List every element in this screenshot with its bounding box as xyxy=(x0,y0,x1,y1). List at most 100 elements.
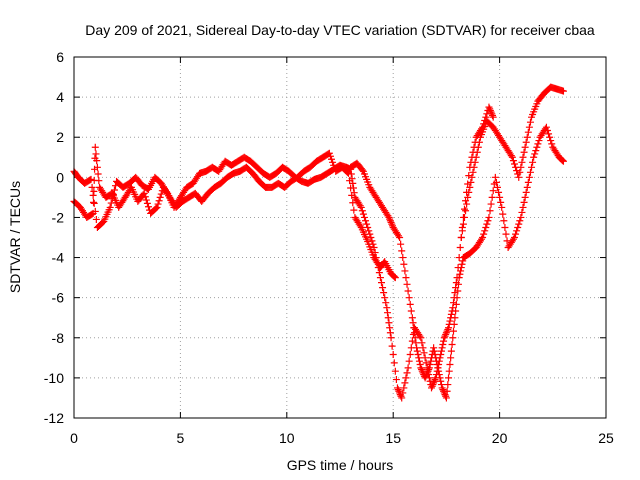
data-point-interp xyxy=(469,168,477,176)
data-point-interp xyxy=(92,150,100,158)
data-point-interp xyxy=(95,177,103,185)
data-point-interp xyxy=(415,357,423,365)
data-point-interp xyxy=(535,137,543,145)
data-point-interp xyxy=(482,223,490,231)
data-point-interp xyxy=(452,307,460,315)
data-point xyxy=(387,334,395,342)
data-point-interp xyxy=(422,359,430,367)
data-point-interp xyxy=(480,230,488,238)
data-point xyxy=(517,213,525,221)
data-point-interp xyxy=(468,173,476,181)
data-point-interp xyxy=(559,157,567,165)
data-point-interp xyxy=(432,354,440,362)
series-track-b xyxy=(70,103,497,402)
data-point-interp xyxy=(512,230,520,238)
data-point-interp xyxy=(458,260,466,268)
data-point-interp xyxy=(488,193,496,201)
data-point xyxy=(508,153,516,161)
data-point-interp xyxy=(548,140,556,148)
data-point-interp xyxy=(389,350,397,358)
y-tick-label: -2 xyxy=(52,209,65,225)
data-point xyxy=(470,163,478,171)
data-point-interp xyxy=(441,332,449,340)
data-point-interp xyxy=(526,118,534,126)
data-point-interp xyxy=(439,340,447,348)
data-point-interp xyxy=(422,372,430,380)
data-point-interp xyxy=(430,347,438,355)
data-point-interp xyxy=(446,361,454,369)
data-point-interp xyxy=(429,381,437,389)
data-point-interp xyxy=(486,207,494,215)
data-point-interp xyxy=(456,270,464,278)
data-point xyxy=(430,344,438,352)
data-point-interp xyxy=(358,207,366,215)
data-point xyxy=(421,374,429,382)
data-point-interp xyxy=(510,160,518,168)
data-point-interp xyxy=(368,237,376,245)
data-point xyxy=(106,203,114,211)
data-point-interp xyxy=(141,193,149,201)
data-point-interp xyxy=(163,188,171,196)
data-point-interp xyxy=(409,319,417,327)
data-point xyxy=(438,384,446,392)
data-point-interp xyxy=(108,195,116,203)
data-point-interp xyxy=(403,280,411,288)
data-point-interp xyxy=(453,294,461,302)
data-point-interp xyxy=(416,361,424,369)
data-point-interp xyxy=(543,127,551,135)
data-point-interp xyxy=(521,193,529,201)
grid xyxy=(74,57,606,418)
data-point-interp xyxy=(531,150,539,158)
data-point-interp xyxy=(489,187,497,195)
data-point xyxy=(91,143,99,151)
data-point-interp xyxy=(377,279,385,287)
data-point-interp xyxy=(430,379,438,387)
data-point-interp xyxy=(401,267,409,275)
data-point xyxy=(391,274,399,282)
data-point xyxy=(559,157,567,165)
data-point-interp xyxy=(90,198,98,206)
data-point-interp xyxy=(452,300,460,308)
data-point-interp xyxy=(326,152,334,160)
data-point-interp xyxy=(500,217,508,225)
data-point-interp xyxy=(444,381,452,389)
data-point-interp xyxy=(359,210,367,218)
y-tick-label: -10 xyxy=(44,370,64,386)
data-point-interp xyxy=(492,178,500,186)
data-point-interp xyxy=(445,374,453,382)
data-point-interp xyxy=(392,376,400,384)
data-point-interp xyxy=(363,220,371,228)
data-point-interp xyxy=(487,108,495,116)
data-point-interp xyxy=(558,156,566,164)
data-point xyxy=(455,274,463,282)
data-point-interp xyxy=(465,172,473,180)
data-point-interp xyxy=(157,190,165,198)
data-point-interp xyxy=(440,337,448,345)
data-point-interp xyxy=(516,217,524,225)
data-point-interp xyxy=(478,235,486,243)
data-point-interp xyxy=(405,357,413,365)
data-point-interp xyxy=(93,163,101,171)
data-point-interp xyxy=(516,168,524,176)
data-point-interp xyxy=(143,199,151,207)
data-point-interp xyxy=(349,184,357,192)
y-axis-label: SDTVAR / TECUs xyxy=(7,181,23,293)
y-tick-label: 4 xyxy=(56,89,64,105)
data-point-interp xyxy=(386,329,394,337)
data-point-interp xyxy=(90,187,98,195)
data-point-interp xyxy=(329,158,337,166)
data-point-interp xyxy=(399,389,407,397)
data-point-interp xyxy=(449,334,457,342)
data-point-interp xyxy=(398,247,406,255)
data-point-interp xyxy=(90,199,98,207)
data-point xyxy=(542,123,550,131)
data-point-interp xyxy=(348,175,356,183)
data-point-interp xyxy=(156,193,164,201)
data-point-interp xyxy=(534,140,542,148)
data-point-interp xyxy=(397,240,405,248)
data-point xyxy=(447,354,455,362)
data-point-interp xyxy=(522,138,530,146)
data-point xyxy=(464,193,472,201)
data-point xyxy=(530,153,538,161)
